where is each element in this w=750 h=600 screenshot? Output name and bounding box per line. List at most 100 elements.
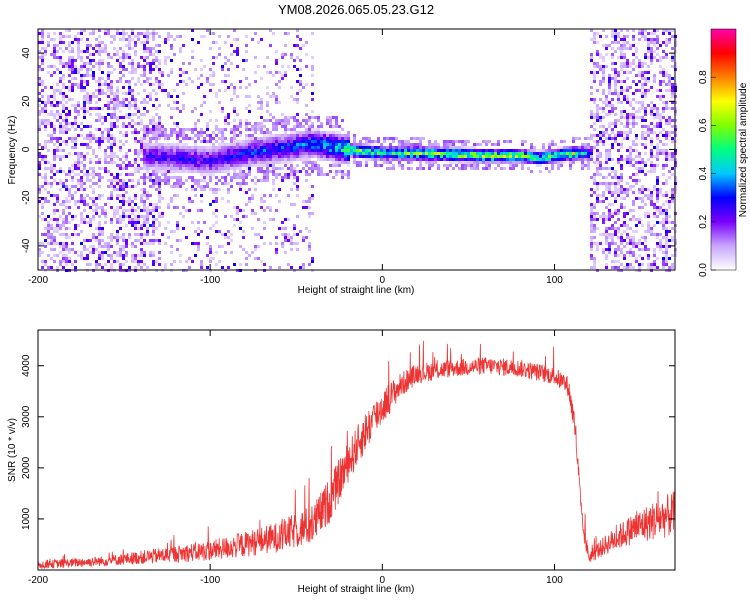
heatmap-cell (47, 161, 50, 164)
heatmap-cell (158, 146, 161, 149)
heatmap-cell (128, 83, 131, 86)
heatmap-cell (155, 44, 158, 47)
y-tick-label: -40 (21, 238, 32, 253)
heatmap-cell (596, 62, 599, 65)
heatmap-cell (305, 158, 308, 161)
heatmap-cell (113, 137, 116, 140)
heatmap-cell (272, 188, 275, 191)
heatmap-cell (266, 170, 269, 173)
heatmap-cell (185, 164, 188, 167)
heatmap-cell (296, 119, 299, 122)
heatmap-cell (284, 134, 287, 137)
heatmap-cell (404, 143, 407, 146)
heatmap-cell (452, 158, 455, 161)
heatmap-cell (146, 218, 149, 221)
heatmap-cell (671, 59, 674, 62)
heatmap-cell (155, 239, 158, 242)
heatmap-cell (434, 143, 437, 146)
heatmap-cell (113, 212, 116, 215)
heatmap-cell (617, 176, 620, 179)
heatmap-cell (74, 107, 77, 110)
heatmap-cell (113, 95, 116, 98)
heatmap-cell (311, 32, 314, 35)
heatmap-cell (293, 224, 296, 227)
heatmap-cell (608, 122, 611, 125)
heatmap-cell (86, 143, 89, 146)
heatmap-cell (134, 245, 137, 248)
heatmap-cell (263, 140, 266, 143)
heatmap-cell (44, 50, 47, 53)
heatmap-cell (77, 179, 80, 182)
heatmap-cell (311, 110, 314, 113)
heatmap-cell (404, 152, 407, 155)
heatmap-cell (275, 236, 278, 239)
heatmap-cell (113, 161, 116, 164)
heatmap-cell (209, 203, 212, 206)
heatmap-cell (77, 110, 80, 113)
heatmap-cell (605, 44, 608, 47)
heatmap-cell (290, 203, 293, 206)
heatmap-cell (635, 143, 638, 146)
heatmap-cell (80, 56, 83, 59)
heatmap-cell (596, 140, 599, 143)
heatmap-cell (521, 164, 524, 167)
heatmap-cell (593, 179, 596, 182)
heatmap-cell (161, 161, 164, 164)
heatmap-cell (308, 128, 311, 131)
heatmap-cell (200, 83, 203, 86)
heatmap-cell (332, 176, 335, 179)
heatmap-cell (53, 137, 56, 140)
heatmap-cell (266, 158, 269, 161)
heatmap-cell (593, 128, 596, 131)
heatmap-cell (65, 206, 68, 209)
heatmap-cell (185, 134, 188, 137)
heatmap-cell (134, 83, 137, 86)
heatmap-cell (590, 245, 593, 248)
heatmap-cell (236, 158, 239, 161)
heatmap-cell (131, 254, 134, 257)
heatmap-cell (401, 146, 404, 149)
heatmap-cell (218, 53, 221, 56)
heatmap-cell (671, 53, 674, 56)
heatmap-cell (500, 167, 503, 170)
heatmap-cell (329, 146, 332, 149)
heatmap-cell (173, 128, 176, 131)
heatmap-cell (107, 155, 110, 158)
heatmap-cell (158, 164, 161, 167)
heatmap-cell (452, 167, 455, 170)
heatmap-cell (641, 263, 644, 266)
heatmap-cell (149, 77, 152, 80)
heatmap-cell (239, 227, 242, 230)
heatmap-cell (146, 266, 149, 269)
heatmap-cell (596, 71, 599, 74)
heatmap-cell (179, 152, 182, 155)
heatmap-cell (98, 146, 101, 149)
heatmap-cell (89, 179, 92, 182)
heatmap-cell (200, 134, 203, 137)
heatmap-cell (179, 35, 182, 38)
heatmap-cell (71, 194, 74, 197)
heatmap-cell (128, 173, 131, 176)
heatmap-cell (332, 158, 335, 161)
heatmap-cell (233, 50, 236, 53)
heatmap-cell (212, 131, 215, 134)
heatmap-cell (641, 200, 644, 203)
heatmap-cell (344, 143, 347, 146)
heatmap-cell (50, 140, 53, 143)
heatmap-cell (194, 167, 197, 170)
heatmap-cell (641, 158, 644, 161)
heatmap-cell (257, 152, 260, 155)
heatmap-cell (251, 251, 254, 254)
heatmap-cell (233, 158, 236, 161)
heatmap-cell (401, 155, 404, 158)
heatmap-cell (191, 161, 194, 164)
heatmap-cell (296, 152, 299, 155)
heatmap-cell (290, 128, 293, 131)
heatmap-cell (326, 155, 329, 158)
heatmap-cell (602, 68, 605, 71)
x-axis-ticks-bottom: -200 -100 0 100 (28, 330, 563, 586)
heatmap-cell (275, 149, 278, 152)
heatmap-cell (260, 200, 263, 203)
heatmap-cell (653, 113, 656, 116)
heatmap-cell (611, 107, 614, 110)
